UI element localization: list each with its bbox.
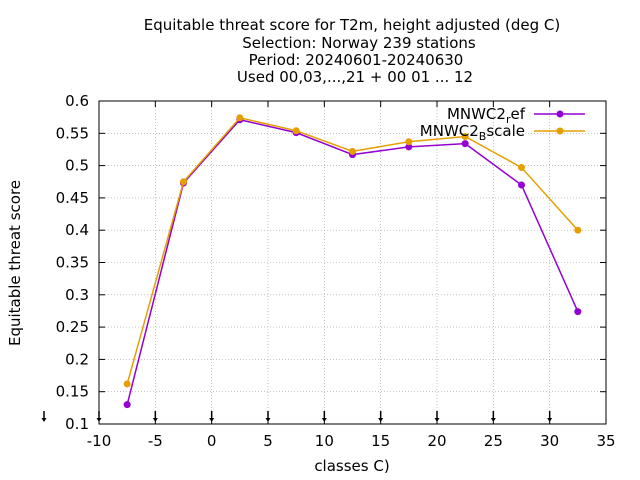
x-tick-label: 10 bbox=[315, 432, 334, 450]
arrow-marker-head bbox=[490, 418, 496, 422]
arrow-marker-head bbox=[265, 418, 271, 422]
data-point bbox=[461, 133, 469, 141]
legend-label: MNWC2Bscale bbox=[420, 122, 525, 143]
series-group bbox=[123, 114, 582, 409]
y-tick-label: 0.3 bbox=[65, 286, 89, 304]
data-point bbox=[123, 401, 131, 409]
grid bbox=[99, 101, 606, 424]
data-point bbox=[518, 164, 525, 172]
x-tick-label: 5 bbox=[263, 432, 273, 450]
axis-ticks: 0.1 0.15 0.2 0.25 0.3 0.35 0.4 0.45 0.5 0.55 0.6 -1… bbox=[41, 92, 616, 450]
data-point bbox=[405, 143, 413, 151]
x-axis-label: classes C) bbox=[314, 457, 389, 475]
x-tick-label: 35 bbox=[596, 432, 615, 450]
data-point bbox=[236, 114, 244, 122]
x-tick-label: 30 bbox=[540, 432, 559, 450]
y-tick-label: 0.55 bbox=[56, 124, 89, 142]
plot-frame bbox=[98, 100, 607, 425]
data-point bbox=[574, 308, 582, 316]
data-point bbox=[349, 147, 356, 155]
legend-marker bbox=[556, 110, 564, 118]
y-tick-label: 0.35 bbox=[56, 254, 89, 272]
y-tick-label: 0.5 bbox=[65, 157, 89, 175]
x-tick-label: -5 bbox=[148, 432, 163, 450]
data-point bbox=[518, 181, 525, 189]
data-point bbox=[123, 380, 131, 388]
y-tick-label: 0.4 bbox=[65, 221, 89, 239]
y-tick-label: 0.2 bbox=[65, 350, 89, 368]
arrow-marker-head bbox=[321, 418, 327, 422]
arrow-marker-head bbox=[209, 418, 215, 422]
legend-marker bbox=[556, 127, 564, 135]
arrow-marker-head bbox=[434, 418, 440, 422]
data-point bbox=[574, 226, 582, 234]
data-point bbox=[405, 138, 413, 146]
y-axis-label: Equitable threat score bbox=[6, 180, 24, 346]
title-line-4: Used 00,03,...,21 + 00 01 ... 12 bbox=[237, 68, 473, 86]
data-point bbox=[292, 127, 300, 135]
y-tick-label: 0.25 bbox=[56, 318, 89, 336]
y-tick-label: 0.15 bbox=[56, 383, 89, 401]
data-point bbox=[180, 178, 187, 186]
x-tick-label: 0 bbox=[207, 432, 217, 450]
y-tick-label: 0.45 bbox=[56, 189, 89, 207]
data-point bbox=[461, 140, 469, 148]
legend-label: MNWC2ref bbox=[447, 105, 526, 126]
title-line-2: Selection: Norway 239 stations bbox=[242, 34, 476, 52]
arrow-marker-head bbox=[41, 418, 47, 422]
x-tick-label: 20 bbox=[427, 432, 446, 450]
x-tick-label: 25 bbox=[484, 432, 503, 450]
chart-title: Equitable threat score for T2m, height a… bbox=[144, 16, 560, 86]
x-tick-label: -10 bbox=[87, 432, 112, 450]
y-tick-label: 0.1 bbox=[65, 415, 89, 433]
arrow-marker-head bbox=[378, 418, 384, 422]
series-line bbox=[126, 118, 579, 405]
arrow-marker-head bbox=[547, 418, 553, 422]
title-line-3: Period: 20240601-20240630 bbox=[249, 51, 464, 69]
y-tick-label: 0.6 bbox=[65, 92, 89, 110]
title-line-1: Equitable threat score for T2m, height a… bbox=[144, 16, 560, 34]
x-tick-label: 15 bbox=[371, 432, 390, 450]
arrow-marker-head bbox=[152, 418, 158, 422]
